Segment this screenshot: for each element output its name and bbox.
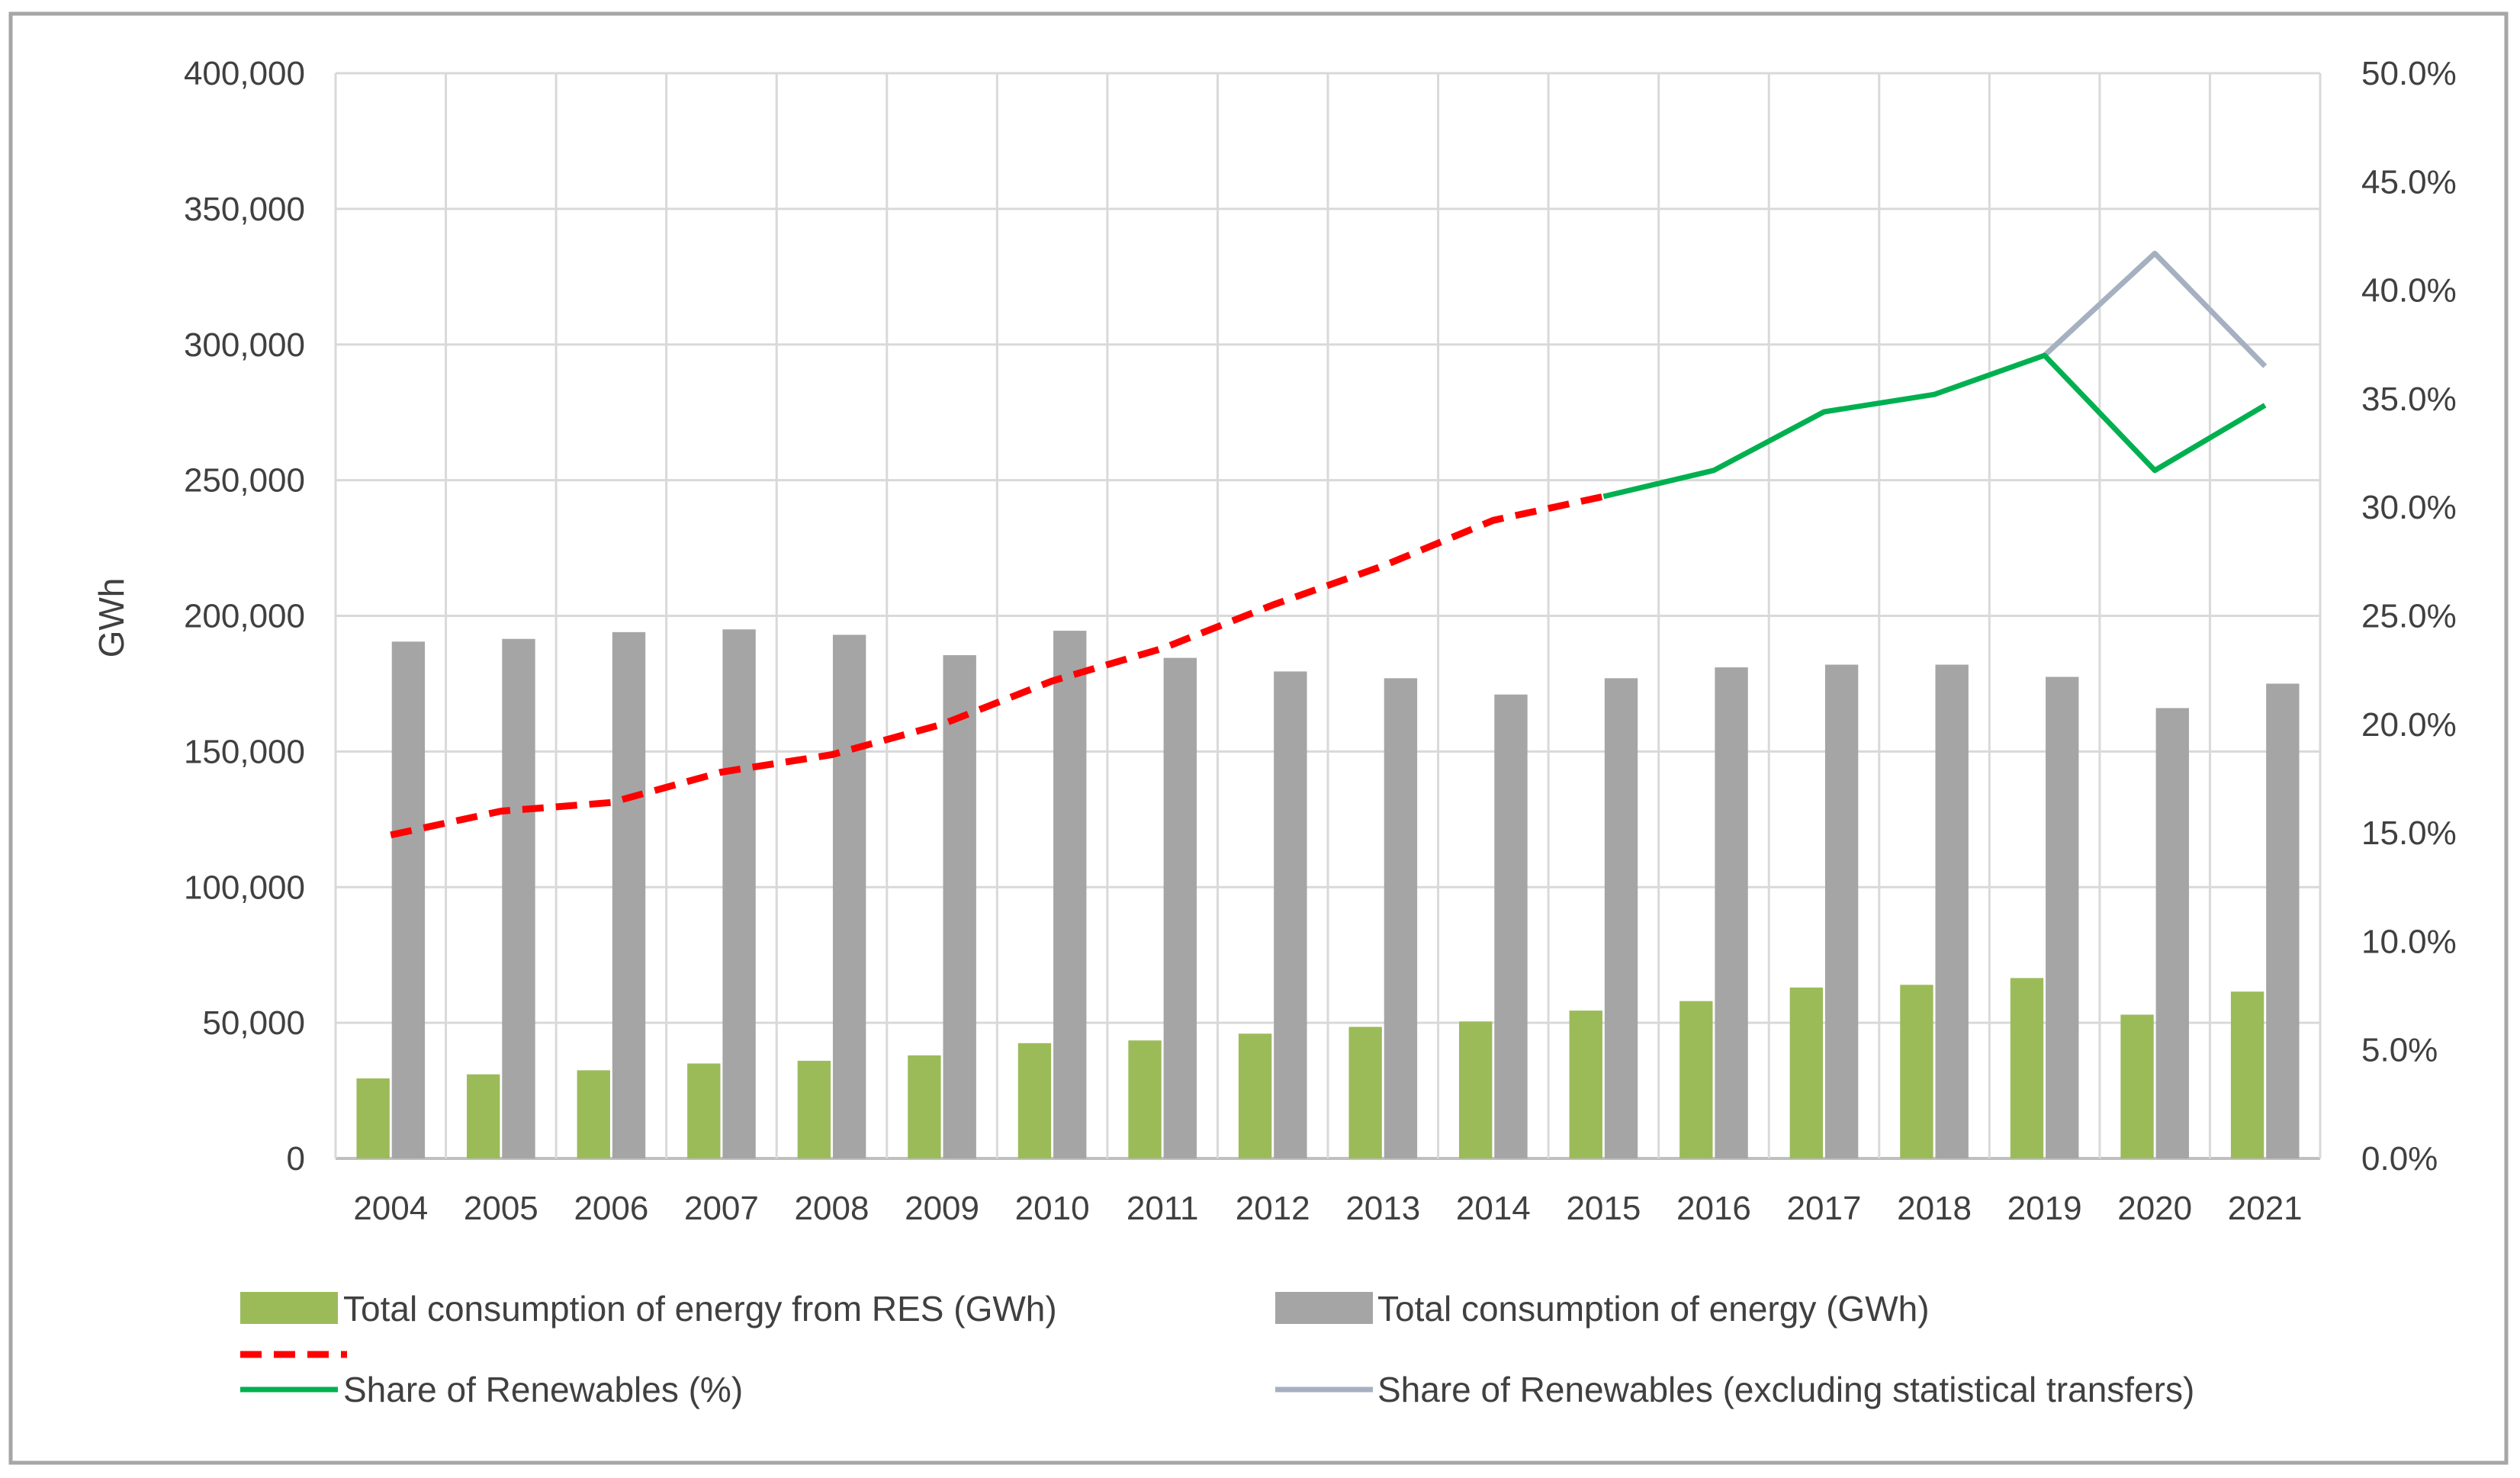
bar-total-2009 <box>943 655 976 1158</box>
bar-res-2012 <box>1238 1033 1272 1158</box>
y2-tick-label: 0.0% <box>2361 1140 2438 1178</box>
bar-total-2005 <box>502 638 535 1158</box>
res-consumption-bars <box>356 978 2264 1158</box>
bar-res-2016 <box>1679 1001 1713 1158</box>
bar-total-2004 <box>391 641 426 1158</box>
legend: Total consumption of energy from RES (GW… <box>240 1289 2194 1409</box>
x-tick-label: 2012 <box>1236 1190 1310 1227</box>
bar-total-2016 <box>1715 667 1748 1158</box>
gridlines <box>334 72 2322 1160</box>
bar-total-2013 <box>1384 678 1418 1158</box>
legend-swatch-res-consumption <box>240 1292 338 1324</box>
bar-total-2021 <box>2266 683 2300 1158</box>
y2-tick-label: 45.0% <box>2361 163 2457 201</box>
legend-swatch-total-consumption <box>1275 1292 1373 1324</box>
bar-res-2009 <box>908 1055 941 1158</box>
y-axis-left-ticks: 0 50,000 100,000 150,000 200,000 250,000 300,0… <box>184 55 305 1178</box>
y-tick-label: 300,000 <box>184 326 305 364</box>
y-tick-label: 150,000 <box>184 733 305 770</box>
bar-res-2004 <box>356 1078 390 1158</box>
y2-tick-label: 50.0% <box>2361 55 2457 92</box>
bar-res-2018 <box>1900 985 1933 1158</box>
bar-res-2013 <box>1348 1027 1382 1158</box>
x-tick-label: 2008 <box>795 1190 869 1227</box>
x-tick-label: 2010 <box>1015 1190 1090 1227</box>
legend-label-share-renewables: Share of Renewables (%) <box>343 1370 743 1409</box>
legend-label-total-consumption: Total consumption of energy (GWh) <box>1377 1289 1930 1329</box>
y2-tick-label: 35.0% <box>2361 381 2457 418</box>
bar-res-2008 <box>797 1060 831 1158</box>
y-tick-label: 200,000 <box>184 598 305 635</box>
x-tick-label: 2011 <box>1127 1190 1199 1227</box>
line-share-dashed <box>390 493 1605 839</box>
bar-total-2014 <box>1494 694 1528 1158</box>
x-axis-ticks: 2004 2005 2006 2007 2008 2009 2010 2011 2012 2013… <box>353 1190 2302 1227</box>
legend-label-res-consumption: Total consumption of energy from RES (GW… <box>343 1289 1057 1329</box>
legend-item-res-consumption: Total consumption of energy from RES (GW… <box>240 1289 1057 1329</box>
bar-res-2010 <box>1017 1043 1052 1158</box>
bar-res-2021 <box>2230 991 2264 1158</box>
line-share-excluding-transfers <box>2043 250 2268 368</box>
bar-res-2014 <box>1459 1021 1493 1158</box>
bar-total-2012 <box>1274 671 1307 1158</box>
bar-total-2007 <box>722 629 756 1158</box>
x-tick-label: 2007 <box>684 1190 759 1227</box>
y-axis-right-ticks: 0.0% 5.0% 10.0% 15.0% 20.0% 25.0% 30.0% 35.0% 40… <box>2361 55 2457 1178</box>
y-tick-label: 400,000 <box>184 55 305 92</box>
bar-res-2019 <box>2010 978 2044 1158</box>
x-tick-label: 2013 <box>1345 1190 1420 1227</box>
bar-res-2007 <box>687 1063 721 1158</box>
line-share-renewables <box>1602 352 2267 500</box>
bar-total-2019 <box>2046 676 2079 1158</box>
y-tick-label: 100,000 <box>184 869 305 906</box>
y2-tick-label: 25.0% <box>2361 598 2457 635</box>
bar-total-2020 <box>2155 708 2189 1158</box>
x-tick-label: 2018 <box>1897 1190 1972 1227</box>
bar-res-2015 <box>1569 1011 1602 1158</box>
x-tick-label: 2014 <box>1456 1190 1531 1227</box>
x-tick-label: 2009 <box>905 1190 979 1227</box>
bar-res-2006 <box>577 1070 610 1158</box>
x-tick-label: 2019 <box>2007 1190 2082 1227</box>
legend-item-share-excluding-transfers: Share of Renewables (excluding statistic… <box>1275 1370 2194 1409</box>
y-tick-label: 250,000 <box>184 462 305 500</box>
bar-res-2017 <box>1789 987 1824 1158</box>
y-tick-label: 350,000 <box>184 191 305 228</box>
bar-total-2008 <box>832 635 866 1158</box>
y2-tick-label: 20.0% <box>2361 706 2457 744</box>
legend-label-share-excluding-transfers: Share of Renewables (excluding statistic… <box>1377 1370 2194 1409</box>
chart-border <box>8 11 2509 1465</box>
bar-total-2017 <box>1824 664 1859 1158</box>
share-lines <box>390 250 2268 839</box>
x-tick-label: 2020 <box>2117 1190 2192 1227</box>
bar-res-2011 <box>1128 1040 1162 1158</box>
y2-tick-label: 40.0% <box>2361 272 2457 310</box>
legend-item-share-renewables: Share of Renewables (%) <box>240 1370 743 1409</box>
bar-total-2010 <box>1053 631 1087 1158</box>
bar-res-2020 <box>2120 1014 2154 1158</box>
y2-tick-label: 5.0% <box>2361 1032 2438 1069</box>
y2-tick-label: 15.0% <box>2361 815 2457 852</box>
bar-total-2015 <box>1604 678 1638 1158</box>
y2-tick-label: 10.0% <box>2361 923 2457 960</box>
x-tick-label: 2006 <box>574 1190 648 1227</box>
bar-total-2018 <box>1935 664 1969 1158</box>
x-tick-label: 2015 <box>1566 1190 1641 1227</box>
y2-tick-label: 30.0% <box>2361 489 2457 526</box>
total-consumption-bars <box>391 629 2300 1158</box>
y-axis-title: GWh <box>92 578 131 658</box>
x-tick-label: 2021 <box>2228 1190 2303 1227</box>
y-tick-label: 0 <box>287 1140 305 1178</box>
x-tick-label: 2016 <box>1676 1190 1751 1227</box>
bar-total-2011 <box>1163 657 1197 1158</box>
y-tick-label: 50,000 <box>202 1004 305 1042</box>
legend-item-total-consumption: Total consumption of energy (GWh) <box>1275 1289 1930 1329</box>
x-tick-label: 2017 <box>1787 1190 1862 1227</box>
x-tick-label: 2005 <box>464 1190 538 1227</box>
x-tick-label: 2004 <box>353 1190 428 1227</box>
bar-total-2006 <box>612 631 646 1158</box>
bar-res-2005 <box>467 1074 500 1158</box>
